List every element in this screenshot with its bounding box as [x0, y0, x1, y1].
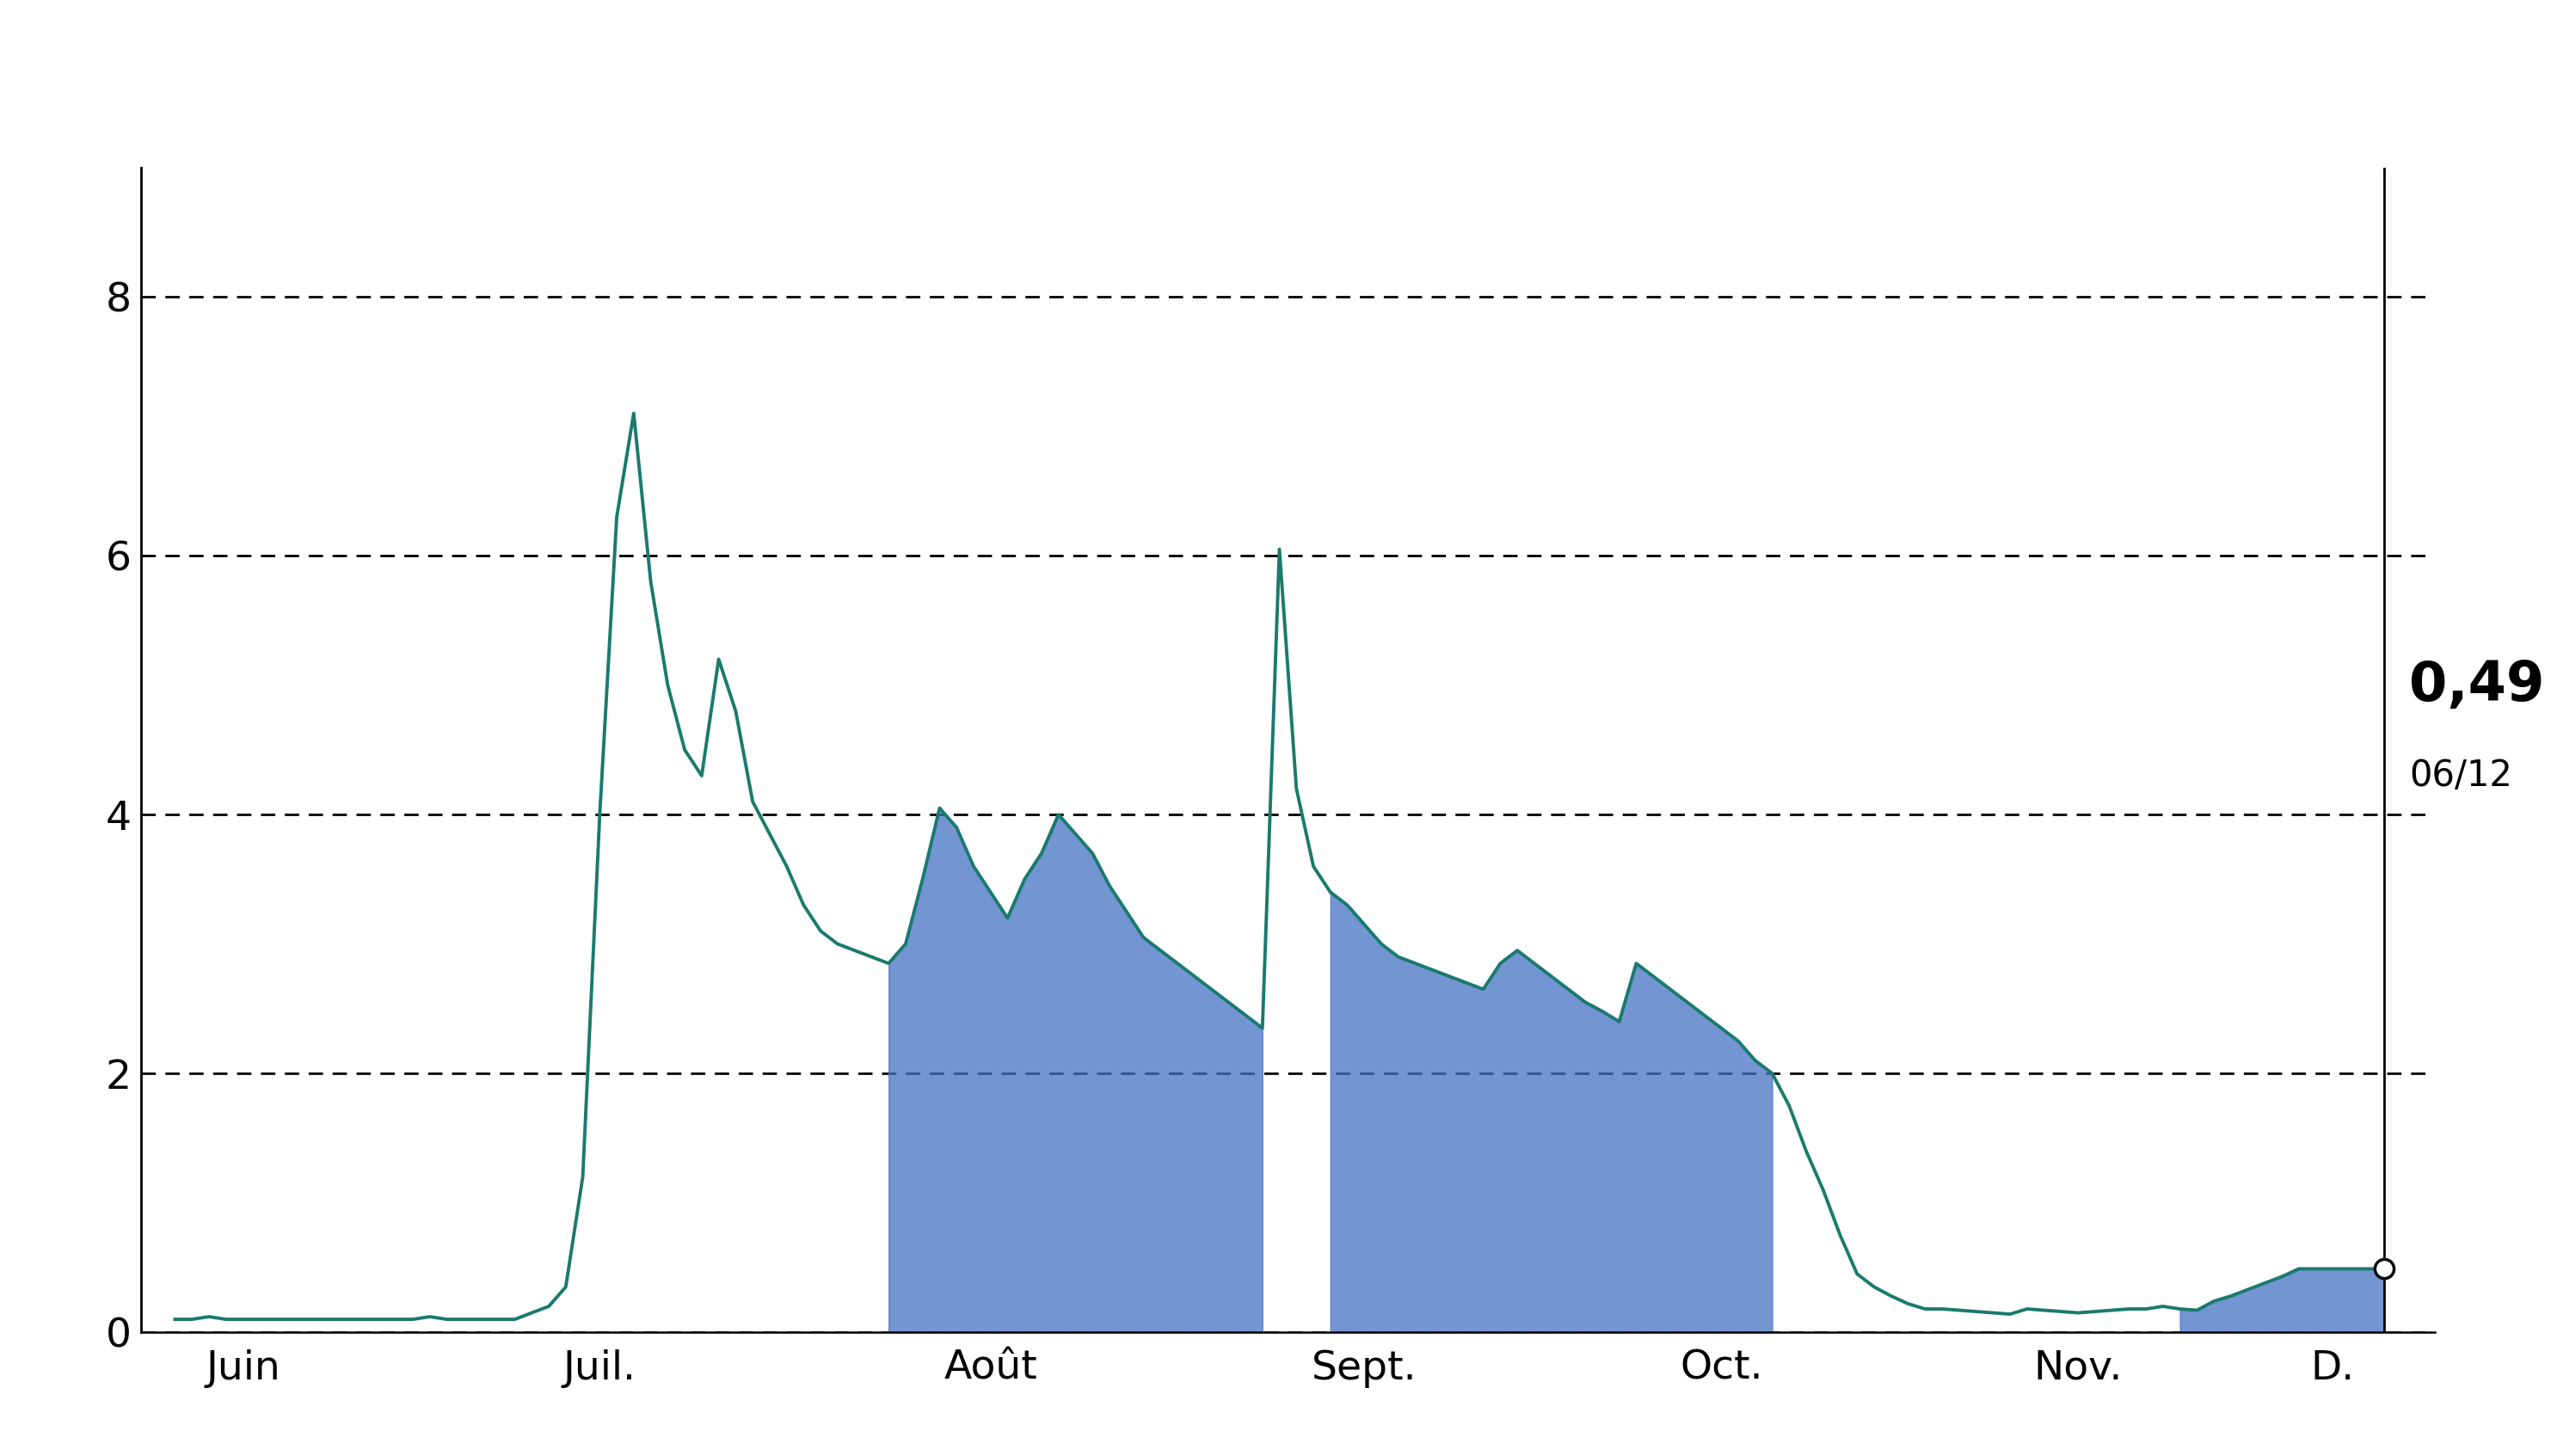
Text: 0,49: 0,49 — [2409, 658, 2545, 712]
Text: SMX (Security Matters) Public Limited Company: SMX (Security Matters) Public Limited Co… — [115, 39, 2448, 124]
Text: 06/12: 06/12 — [2409, 757, 2512, 794]
